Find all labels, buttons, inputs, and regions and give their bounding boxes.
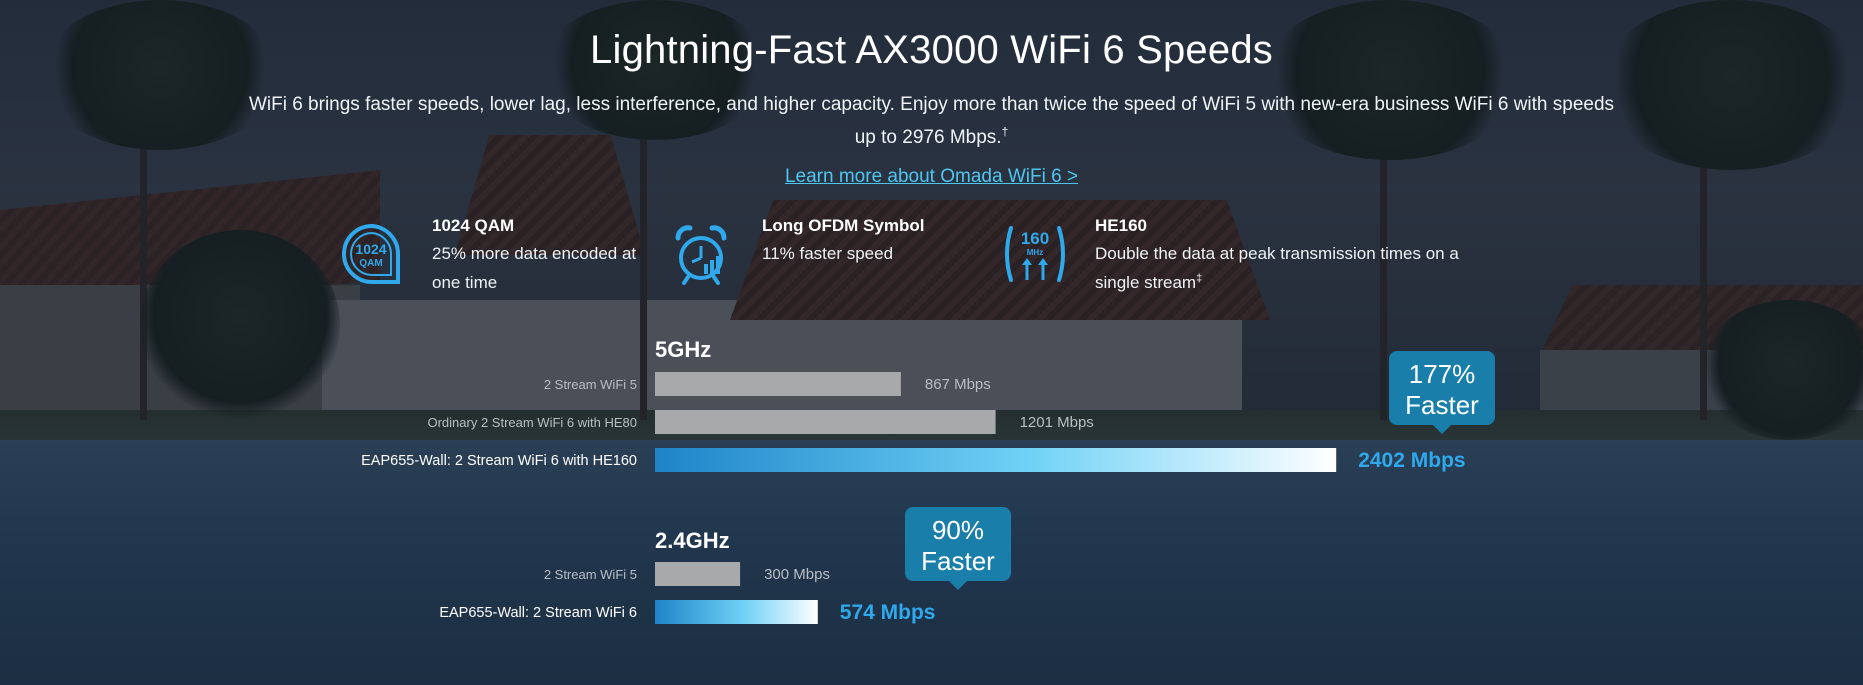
bar-category-label: EAP655-Wall: 2 Stream WiFi 6 with HE160	[361, 453, 637, 469]
1024-qam-icon: 1024 QAM	[342, 223, 401, 284]
feature-footnote-mark: ‡	[1196, 272, 1203, 285]
callout-5ghz: 177%Faster	[1389, 351, 1495, 434]
bar-value-label: 574 Mbps	[840, 601, 936, 624]
qam-icon-number: 1024	[355, 241, 386, 257]
feature-description: Double the data at peak transmission tim…	[1095, 239, 1505, 297]
band-title-5ghz: 5GHz	[655, 337, 711, 362]
feature-description-text: Double the data at peak transmission tim…	[1095, 244, 1459, 292]
he160-icon-unit: MHz	[1027, 248, 1043, 257]
callout-percent: 177%	[1409, 359, 1476, 389]
callout-pointer	[949, 581, 967, 590]
callout-2-4ghz: 90%Faster	[905, 507, 1011, 590]
page-subtitle: WiFi 6 brings faster speeds, lower lag, …	[240, 88, 1623, 154]
page-title: Lightning-Fast AX3000 WiFi 6 Speeds	[590, 28, 1273, 72]
subtitle-text: WiFi 6 brings faster speeds, lower lag, …	[248, 94, 1615, 148]
bar-category-label: Ordinary 2 Stream WiFi 6 with HE80	[427, 415, 637, 430]
callout-faster: Faster	[921, 546, 995, 576]
bar-category-label: 2 Stream WiFi 5	[544, 377, 637, 392]
bar-2-4ghz-1	[655, 600, 818, 624]
learn-more-link[interactable]: Learn more about Omada WiFi 6 >	[784, 166, 1079, 187]
bar-category-label: 2 Stream WiFi 5	[544, 567, 637, 582]
subtitle-footnote-mark: †	[1001, 124, 1009, 139]
feature-description: 25% more data encoded at one time	[432, 244, 637, 292]
callout-faster: Faster	[1405, 390, 1479, 420]
he160-icon-number: 160	[1021, 229, 1049, 248]
callout-box	[1389, 351, 1495, 425]
bar-5ghz-2	[655, 448, 1337, 472]
alarm-clock-icon	[675, 225, 727, 285]
band-title-2-4ghz: 2.4GHz	[655, 528, 730, 553]
feature-title: Long OFDM Symbol	[762, 216, 925, 235]
callout-pointer	[1433, 425, 1451, 434]
feature-title: 1024 QAM	[432, 216, 515, 235]
he160-antenna-icon: 160 MHz	[1005, 226, 1065, 282]
bar-value-label: 1201 Mbps	[1020, 414, 1094, 431]
feature-title: HE160	[1095, 216, 1147, 235]
callout-box	[905, 507, 1011, 581]
bar-5ghz-0	[655, 372, 901, 396]
feature-description: 11% faster speed	[762, 244, 894, 263]
bar-2-4ghz-0	[655, 562, 741, 586]
bar-value-label: 300 Mbps	[764, 566, 830, 583]
bar-value-label: 2402 Mbps	[1358, 449, 1465, 472]
bar-value-label: 867 Mbps	[925, 376, 991, 393]
callout-percent: 90%	[932, 515, 984, 545]
qam-icon-label: QAM	[359, 258, 382, 269]
bar-5ghz-1	[655, 410, 996, 434]
bar-category-label: EAP655-Wall: 2 Stream WiFi 6	[439, 605, 637, 621]
